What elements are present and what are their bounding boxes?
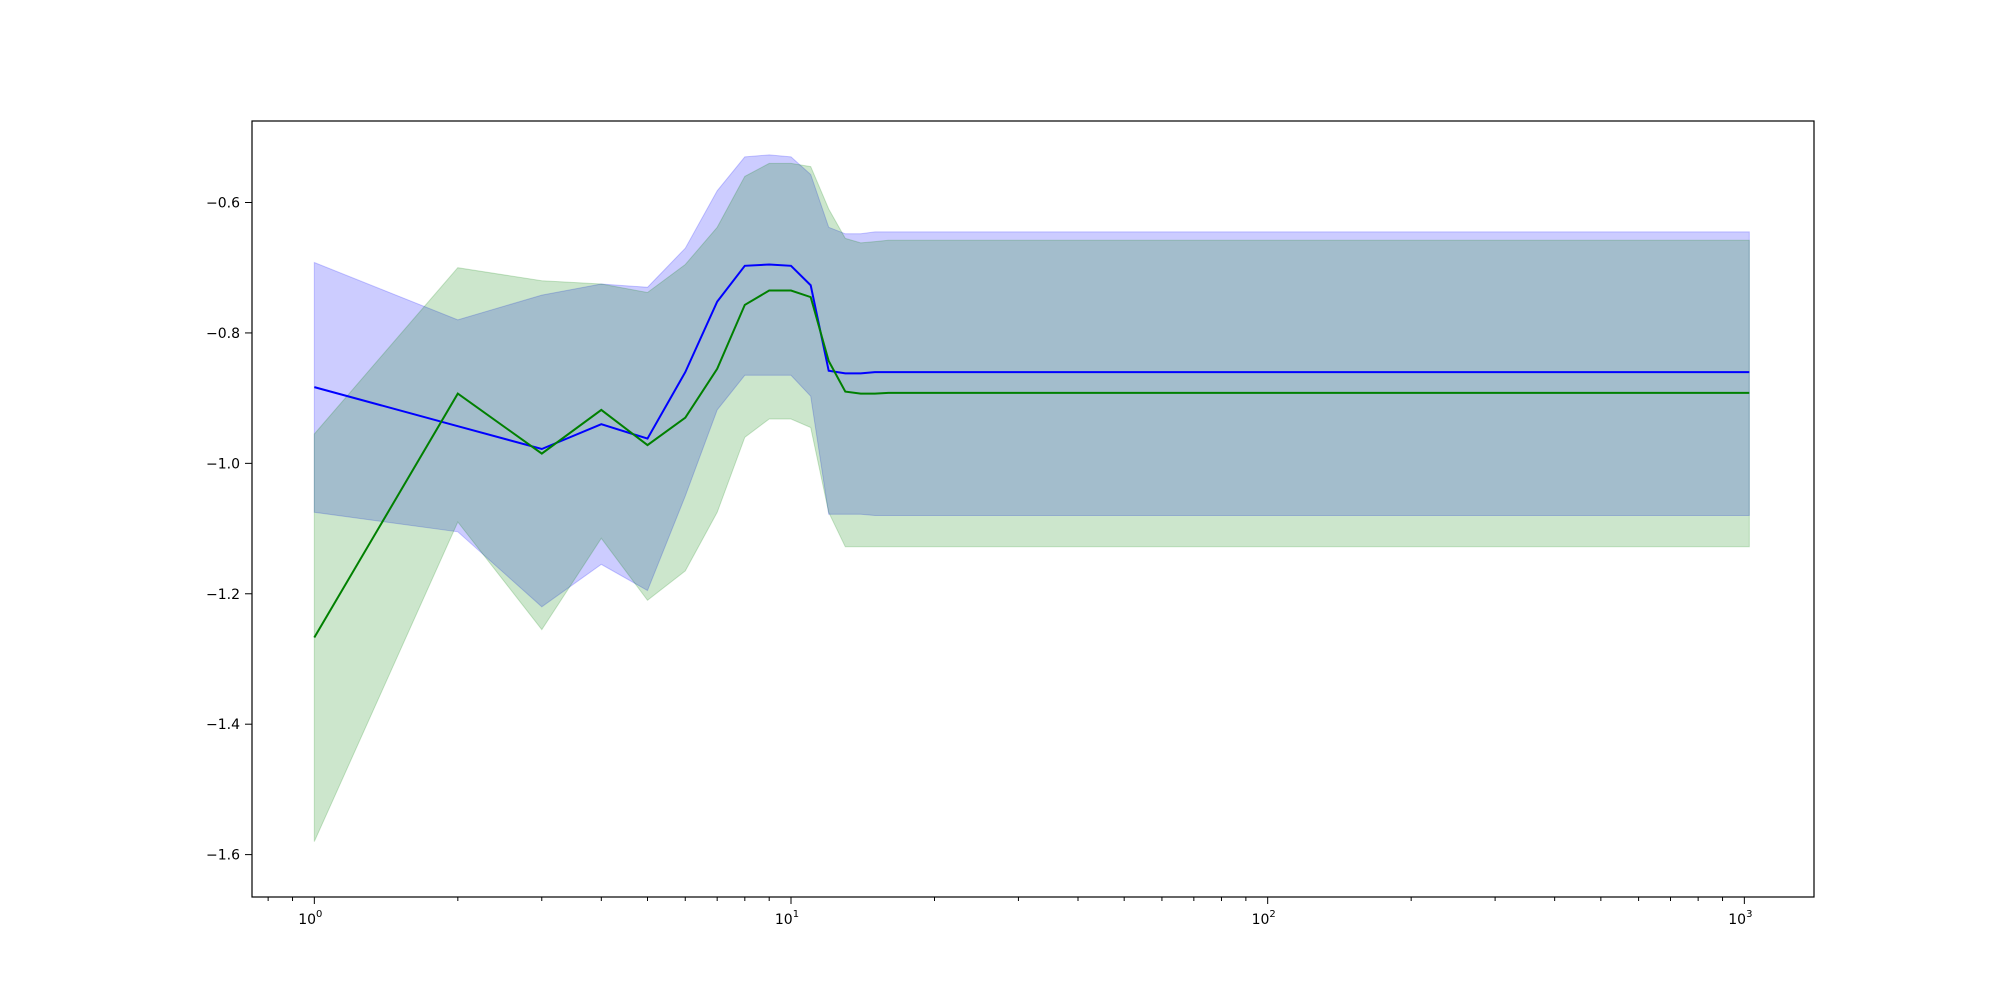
x-tick-exponent: 1 [793,909,799,920]
confidence-bands [313,154,1750,842]
x-tick-label: 100 [298,909,322,928]
x-tick-exponent: 3 [1746,909,1752,920]
y-tick-label: −0.6 [206,196,240,212]
x-axis: 100 101 102 103 [267,897,1752,928]
series-2-band [313,162,1750,842]
y-tick-label: −1.0 [206,456,240,472]
x-tick-base: 10 [1728,912,1746,928]
y-tick-label: −1.6 [206,848,240,864]
series-1-band [313,154,1750,608]
x-tick-base: 10 [298,912,316,928]
x-tick-label: 102 [1252,909,1276,928]
series-lines [313,263,1750,639]
series-2-line [313,289,1750,639]
x-tick-base: 10 [775,912,793,928]
y-tick-label: −1.4 [206,717,240,733]
x-tick-label: 101 [775,909,799,928]
x-tick-exponent: 2 [1269,909,1275,920]
y-axis: −0.6 −0.8 −1.0 −1.2 −1.4 −1.6 [206,196,252,864]
plot-frame [251,120,1815,898]
x-tick-exponent: 0 [316,909,322,920]
x-tick-base: 10 [1252,912,1270,928]
x-tick-label: 103 [1728,909,1752,928]
series-1-line [314,263,1750,451]
y-tick-label: −1.2 [206,587,240,603]
y-tick-label: −0.8 [206,326,240,342]
